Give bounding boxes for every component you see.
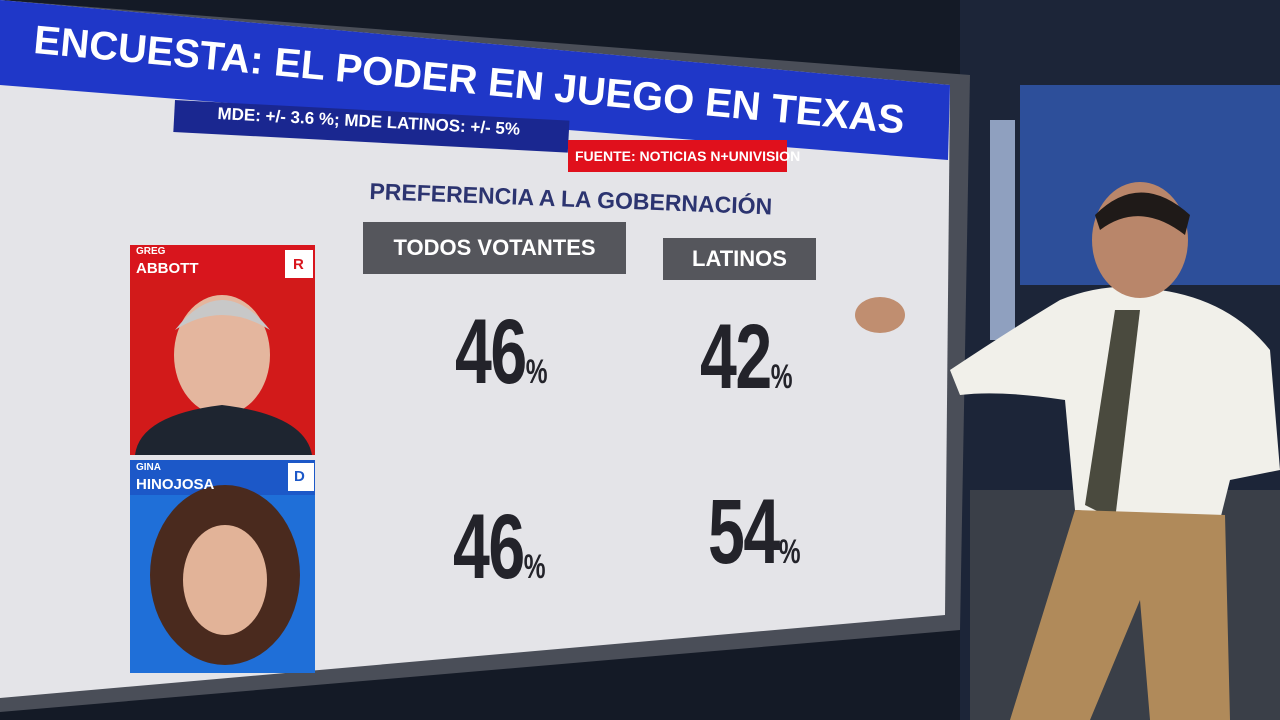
- presenter-tie: [1085, 310, 1140, 520]
- party-box: [285, 250, 313, 278]
- percentage: 46%: [455, 300, 548, 405]
- source-band: [568, 140, 787, 172]
- abbott-suit: [135, 405, 312, 455]
- party: D: [294, 468, 305, 485]
- last-name: ABBOTT: [136, 260, 199, 277]
- party-box: [288, 463, 314, 491]
- presenter-hand: [855, 297, 905, 333]
- unit: %: [778, 533, 801, 571]
- studio-pillar: [990, 120, 1015, 340]
- presenter-pants: [1010, 510, 1230, 720]
- value: 46: [453, 496, 525, 598]
- presenter-hair: [1095, 192, 1190, 235]
- first-name: GINA: [136, 462, 161, 473]
- value: 42: [700, 306, 772, 408]
- percentage: 42%: [700, 305, 793, 410]
- unit: %: [523, 548, 546, 586]
- value: 54: [708, 481, 780, 583]
- last-name: HINOJOSA: [136, 476, 215, 493]
- mde-band: [173, 100, 570, 153]
- column-header: TODOS VOTANTES: [363, 222, 626, 274]
- value: 46: [455, 301, 527, 403]
- source: FUENTE: NOTICIAS N+UNIVISION: [575, 148, 801, 164]
- hinojosa-face: [183, 525, 267, 635]
- unit: %: [525, 353, 548, 391]
- abbott-header: [130, 245, 315, 280]
- party: R: [293, 256, 304, 273]
- percentage: 46%: [453, 495, 546, 600]
- column-header: LATINOS: [663, 238, 816, 280]
- abbott-face: [174, 295, 270, 415]
- abbott-hair: [175, 300, 270, 330]
- percentage: 54%: [708, 480, 801, 585]
- unit: %: [770, 358, 793, 396]
- first-name: GREG: [136, 246, 166, 257]
- title-band: [0, 0, 950, 160]
